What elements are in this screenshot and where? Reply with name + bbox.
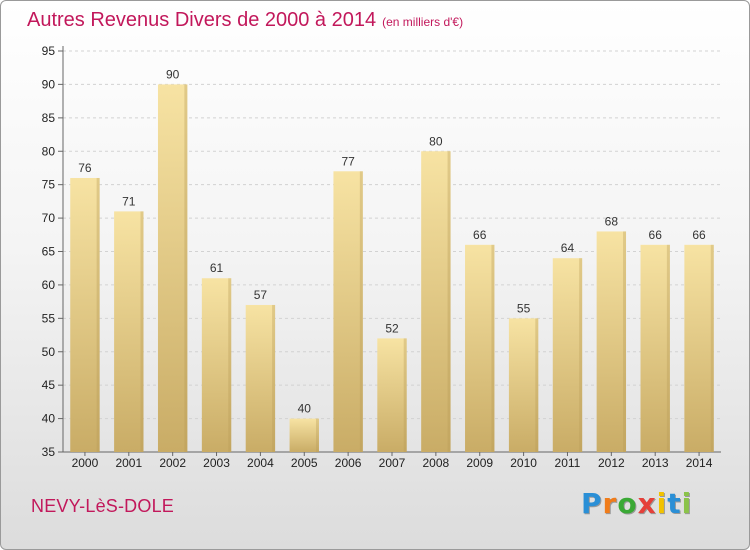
y-tick-label: 80	[42, 144, 56, 158]
bar-edge	[579, 258, 583, 452]
bar-2005	[289, 418, 319, 452]
value-label: 71	[122, 194, 136, 208]
value-label: 55	[517, 301, 531, 315]
y-tick-label: 85	[42, 111, 56, 125]
bar-edge	[140, 211, 144, 452]
value-label: 40	[298, 402, 312, 416]
bar-2007	[377, 338, 407, 452]
x-tick-label: 2012	[598, 456, 625, 470]
y-tick-label: 35	[42, 445, 56, 459]
x-tick-label: 2001	[115, 456, 142, 470]
y-tick-labels: 35 40 45 50 55 60 65 70 75 80 85 90 95	[42, 44, 56, 459]
value-label: 80	[429, 134, 443, 148]
bar-edge	[403, 338, 407, 452]
value-label: 77	[341, 154, 355, 168]
bar-edge	[315, 418, 319, 452]
bar-edge	[447, 151, 451, 452]
y-tick-label: 50	[42, 345, 56, 359]
x-tick-label: 2008	[423, 456, 450, 470]
bar-edge	[272, 304, 276, 452]
y-tick-label: 65	[42, 245, 56, 259]
bar-2000	[70, 177, 100, 452]
value-label: 76	[78, 161, 92, 175]
value-label: 90	[166, 67, 180, 81]
bar-edge	[184, 84, 188, 453]
x-tick-label: 2002	[159, 456, 186, 470]
value-label: 57	[254, 288, 268, 302]
value-labels: 76 71 90 61 57 40 77 52 80 66 55 64 68 66 66	[78, 67, 706, 415]
chart-unit: (en milliers d'€)	[382, 15, 464, 29]
y-tick-label: 90	[42, 77, 56, 91]
commune-name: NEVY-LèS-DOLE	[31, 496, 174, 516]
x-tick-label: 2011	[555, 456, 581, 470]
bar-2004	[245, 304, 276, 452]
bar-edge	[228, 278, 232, 452]
y-tick-label: 95	[42, 44, 56, 58]
value-label: 64	[561, 241, 575, 255]
bar-2011	[552, 258, 583, 452]
value-label: 66	[473, 228, 487, 242]
x-tick-label: 2007	[379, 456, 406, 470]
logo-letter: r	[602, 487, 618, 520]
chart-title: Autres Revenus Divers de 2000 à 2014 (en …	[27, 9, 463, 32]
x-tick-label: 2014	[686, 456, 713, 470]
x-tick-label: 2003	[203, 456, 230, 470]
y-tick-label: 40	[42, 412, 56, 426]
bar-2008	[421, 151, 451, 452]
value-label: 61	[210, 261, 224, 275]
x-tick-label: 2005	[291, 456, 318, 470]
bar-2009	[465, 244, 495, 452]
bar-2010	[508, 318, 539, 452]
logo-letter: o	[617, 487, 638, 520]
value-label: 52	[385, 321, 399, 335]
logo-letter: P	[581, 487, 603, 520]
bar-edge	[710, 244, 714, 452]
y-tick-label: 75	[42, 178, 56, 192]
x-tick-label: 2013	[642, 456, 669, 470]
proxiti-logo: Proxiti	[581, 487, 692, 520]
logo-letter: i	[681, 487, 693, 520]
y-tick-label: 70	[42, 211, 56, 225]
bar-2001	[114, 211, 144, 452]
bar-edge	[491, 244, 495, 452]
bar-edge	[666, 244, 670, 452]
bar-2003	[201, 278, 232, 452]
y-tick-label: 60	[42, 278, 56, 292]
bar-edge	[96, 177, 100, 452]
x-tick-label: 2010	[510, 456, 537, 470]
value-label: 68	[605, 214, 619, 228]
y-tick-label: 55	[42, 311, 56, 325]
logo-letter: t	[667, 487, 682, 520]
x-tick-label: 2006	[335, 456, 362, 470]
bar-edge	[359, 171, 363, 453]
bar-edge	[623, 231, 627, 452]
chart-title-text: Autres Revenus Divers de 2000 à 2014	[27, 9, 377, 31]
value-label: 66	[692, 228, 706, 242]
bar-2014	[684, 244, 714, 452]
value-label: 66	[649, 228, 663, 242]
bar-2002	[157, 84, 188, 453]
logo-letter: i	[656, 487, 668, 520]
bar-edge	[535, 318, 539, 452]
bar-2012	[596, 231, 627, 452]
x-tick-label: 2004	[247, 456, 274, 470]
x-tick-label: 2009	[466, 456, 493, 470]
x-tick-label: 2000	[72, 456, 99, 470]
bar-2013	[640, 244, 670, 452]
x-tick-labels: 2000 2001 2002 2003 2004 2005 2006 2007 2008 2009…	[72, 452, 713, 470]
logo-letter: x	[637, 487, 657, 520]
bar-2006	[333, 171, 363, 453]
y-tick-label: 45	[42, 378, 56, 392]
bars	[70, 84, 714, 453]
